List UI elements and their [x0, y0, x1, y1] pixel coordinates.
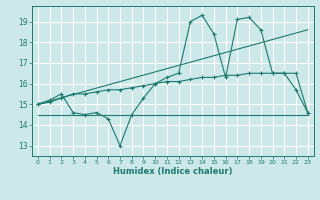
- X-axis label: Humidex (Indice chaleur): Humidex (Indice chaleur): [113, 167, 233, 176]
